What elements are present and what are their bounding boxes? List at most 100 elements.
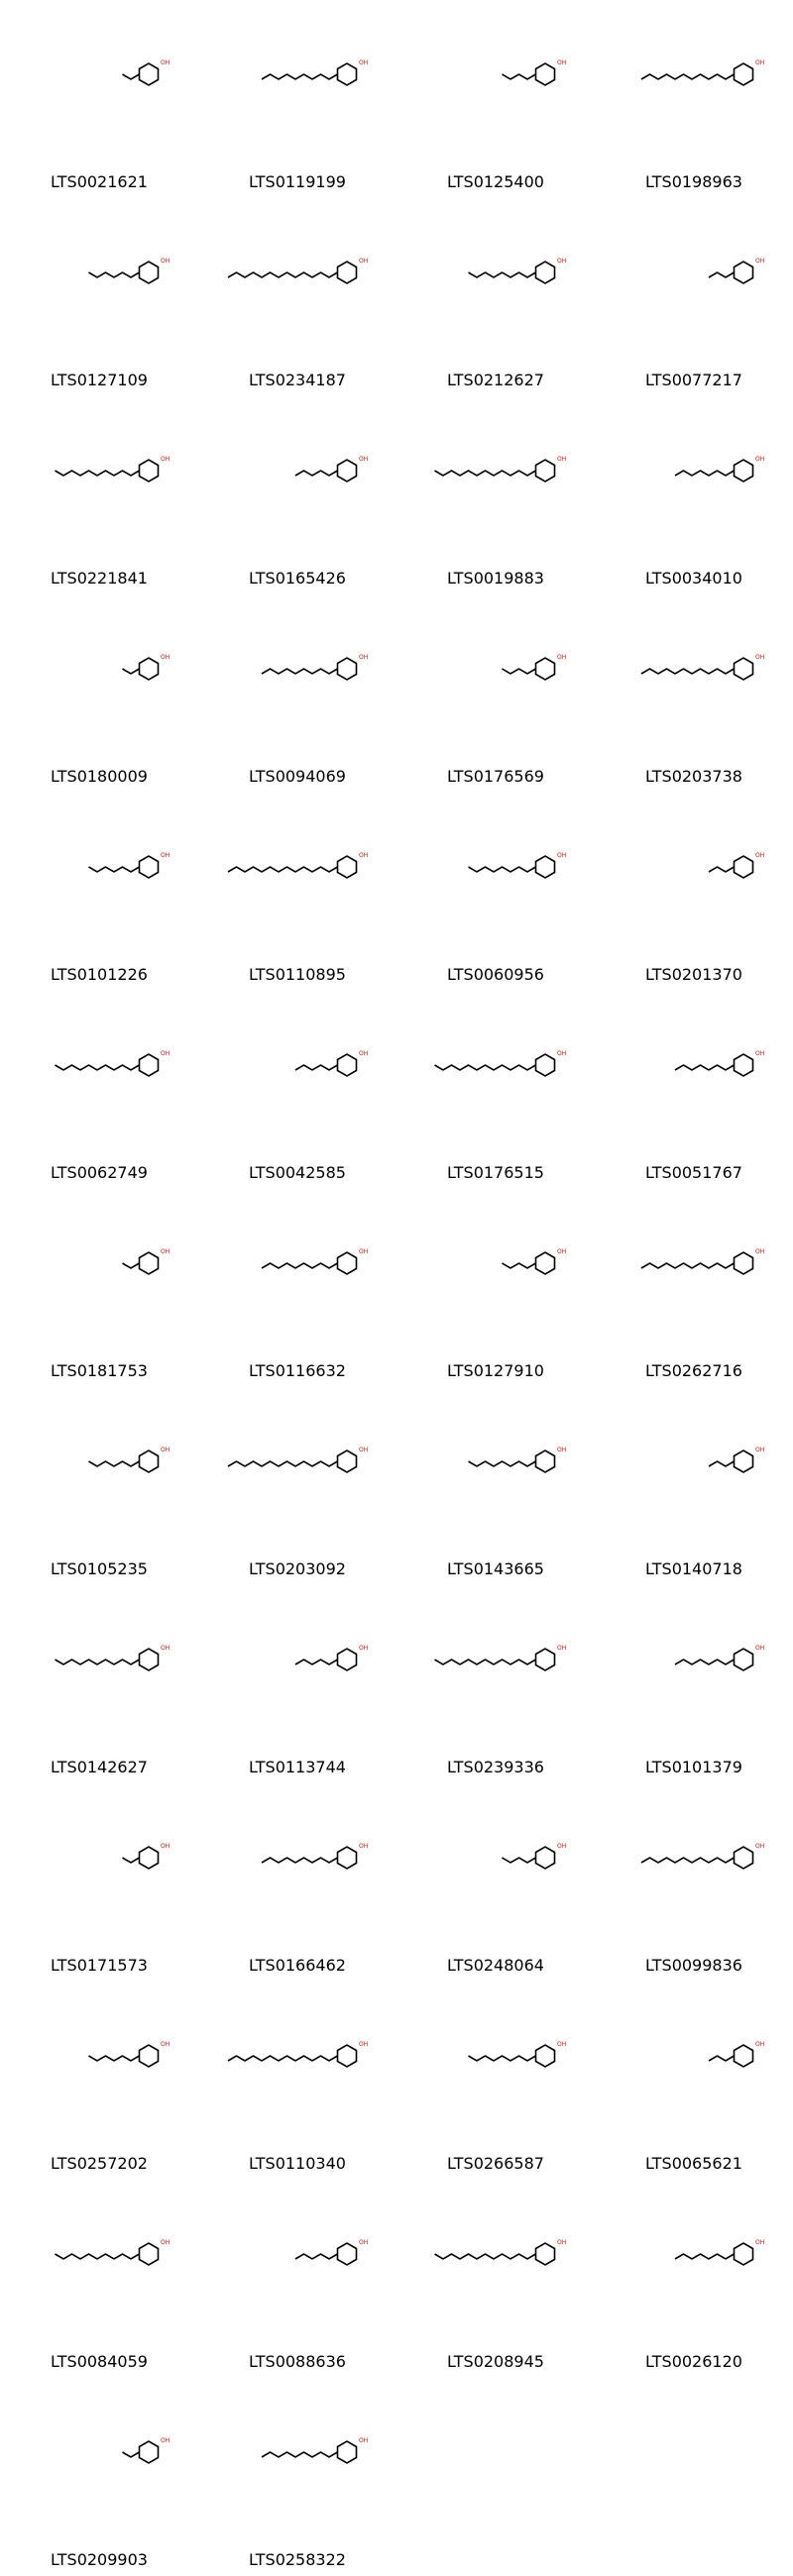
- molecule-structure: OH: [227, 2041, 368, 2068]
- molecule-structure: OH: [434, 1050, 566, 1077]
- aromatic-ring: [336, 2440, 358, 2464]
- molecule-structure: OH: [88, 2041, 170, 2068]
- carbon-chain: [122, 1262, 140, 1269]
- molecule-structure: OH: [434, 456, 566, 483]
- compound-cell: OH LTS0125400: [396, 0, 595, 198]
- molecule-structure: OH: [261, 654, 368, 681]
- compound-cell: OH LTS0212627: [396, 198, 595, 396]
- carbon-chain: [261, 668, 338, 675]
- compound-id-label: LTS0101226: [51, 965, 148, 984]
- hydroxyl-label: OH: [359, 59, 368, 66]
- aromatic-ring: [733, 855, 754, 879]
- molecule-structure: OH: [434, 2239, 566, 2266]
- molecule-structure: OH: [708, 2041, 764, 2068]
- compound-cell: OH LTS0221841: [0, 396, 198, 594]
- carbon-chain: [502, 668, 536, 675]
- compound-cell: OH LTS0171573: [0, 1783, 198, 1982]
- compound-cell: OH LTS0099836: [595, 1783, 793, 1982]
- carbon-chain: [227, 271, 338, 278]
- hydroxyl-label: OH: [755, 59, 764, 66]
- hydroxyl-label: OH: [161, 2437, 170, 2444]
- hydroxyl-label: OH: [557, 1050, 566, 1057]
- compound-cell: OH LTS0101226: [0, 793, 198, 991]
- aromatic-ring: [336, 1648, 358, 1671]
- compound-id-label: LTS0248064: [447, 1956, 544, 1975]
- carbon-chain: [88, 2055, 140, 2062]
- hydroxyl-label: OH: [161, 456, 170, 463]
- hydroxyl-label: OH: [161, 2239, 170, 2246]
- aromatic-ring: [336, 1449, 358, 1473]
- compound-cell: OH LTS0203092: [198, 1387, 396, 1585]
- carbon-chain: [468, 2055, 536, 2062]
- hydroxyl-label: OH: [557, 852, 566, 859]
- compound-cell: OH LTS0026120: [595, 2180, 793, 2378]
- compound-id-label: LTS0143665: [447, 1559, 544, 1578]
- carbon-chain: [55, 470, 140, 477]
- hydroxyl-label: OH: [161, 1447, 170, 1453]
- compound-id-label: LTS0181753: [51, 1361, 148, 1380]
- compound-cell: OH LTS0257202: [0, 1982, 198, 2180]
- compound-cell: OH LTS0077217: [595, 198, 793, 396]
- compound-id-label: LTS0101379: [645, 1758, 742, 1776]
- compound-id-label: LTS0142627: [51, 1758, 148, 1776]
- carbon-chain: [122, 668, 140, 675]
- compound-id-label: LTS0051767: [645, 1163, 742, 1182]
- molecule-structure: OH: [122, 1843, 170, 1870]
- compound-cell: OH LTS0113744: [198, 1585, 396, 1783]
- aromatic-ring: [733, 1648, 754, 1671]
- compound-cell: OH LTS0084059: [0, 2180, 198, 2378]
- compound-id-label: LTS0127109: [51, 371, 148, 389]
- compound-cell: OH LTS0051767: [595, 991, 793, 1189]
- aromatic-ring: [534, 1251, 556, 1275]
- carbon-chain: [468, 866, 536, 873]
- hydroxyl-label: OH: [557, 1447, 566, 1453]
- hydroxyl-label: OH: [161, 852, 170, 859]
- hydroxyl-label: OH: [557, 1843, 566, 1850]
- molecule-structure: OH: [294, 1050, 368, 1077]
- compound-cell: OH LTS0176569: [396, 594, 595, 793]
- aromatic-ring: [534, 261, 556, 284]
- aromatic-ring: [534, 62, 556, 86]
- compound-cell: OH LTS0019883: [396, 396, 595, 594]
- compound-cell: OH LTS0266587: [396, 1982, 595, 2180]
- compound-id-label: LTS0094069: [249, 767, 346, 786]
- carbon-chain: [674, 1659, 735, 1665]
- carbon-chain: [294, 470, 338, 477]
- hydroxyl-label: OH: [755, 1843, 764, 1850]
- molecule-structure: OH: [674, 1050, 764, 1077]
- carbon-chain: [261, 73, 338, 80]
- molecule-structure: OH: [294, 456, 368, 483]
- carbon-chain: [674, 470, 735, 477]
- aromatic-ring: [138, 855, 160, 879]
- compound-cell: OH LTS0127910: [396, 1189, 595, 1387]
- hydroxyl-label: OH: [755, 1050, 764, 1057]
- compound-cell: OH LTS0140718: [595, 1387, 793, 1585]
- aromatic-ring: [138, 1251, 160, 1275]
- compound-cell: OH LTS0088636: [198, 2180, 396, 2378]
- compound-id-label: LTS0176569: [447, 767, 544, 786]
- carbon-chain: [434, 1064, 536, 1071]
- compound-cell: OH LTS0262716: [595, 1189, 793, 1387]
- carbon-chain: [468, 271, 536, 278]
- hydroxyl-label: OH: [161, 654, 170, 661]
- compound-cell: OH LTS0127109: [0, 198, 198, 396]
- molecule-structure: OH: [88, 1447, 170, 1473]
- hydroxyl-label: OH: [359, 2437, 368, 2444]
- compound-id-label: LTS0201370: [645, 965, 742, 984]
- molecule-structure: OH: [227, 258, 368, 284]
- aromatic-ring: [733, 2044, 754, 2068]
- compound-id-label: LTS0212627: [447, 371, 544, 389]
- molecule-structure: OH: [261, 1248, 368, 1275]
- compound-id-label: LTS0180009: [51, 767, 148, 786]
- hydroxyl-label: OH: [161, 1248, 170, 1255]
- molecule-structure: OH: [640, 1843, 764, 1870]
- molecule-structure: OH: [502, 654, 566, 681]
- compound-id-label: LTS0171573: [51, 1956, 148, 1975]
- aromatic-ring: [336, 1053, 358, 1077]
- compound-cell: OH LTS0201370: [595, 793, 793, 991]
- hydroxyl-label: OH: [161, 1843, 170, 1850]
- compound-id-label: LTS0208945: [447, 2352, 544, 2371]
- compound-id-label: LTS0258322: [249, 2550, 346, 2569]
- molecule-structure: OH: [55, 2239, 170, 2266]
- carbon-chain: [468, 1460, 536, 1467]
